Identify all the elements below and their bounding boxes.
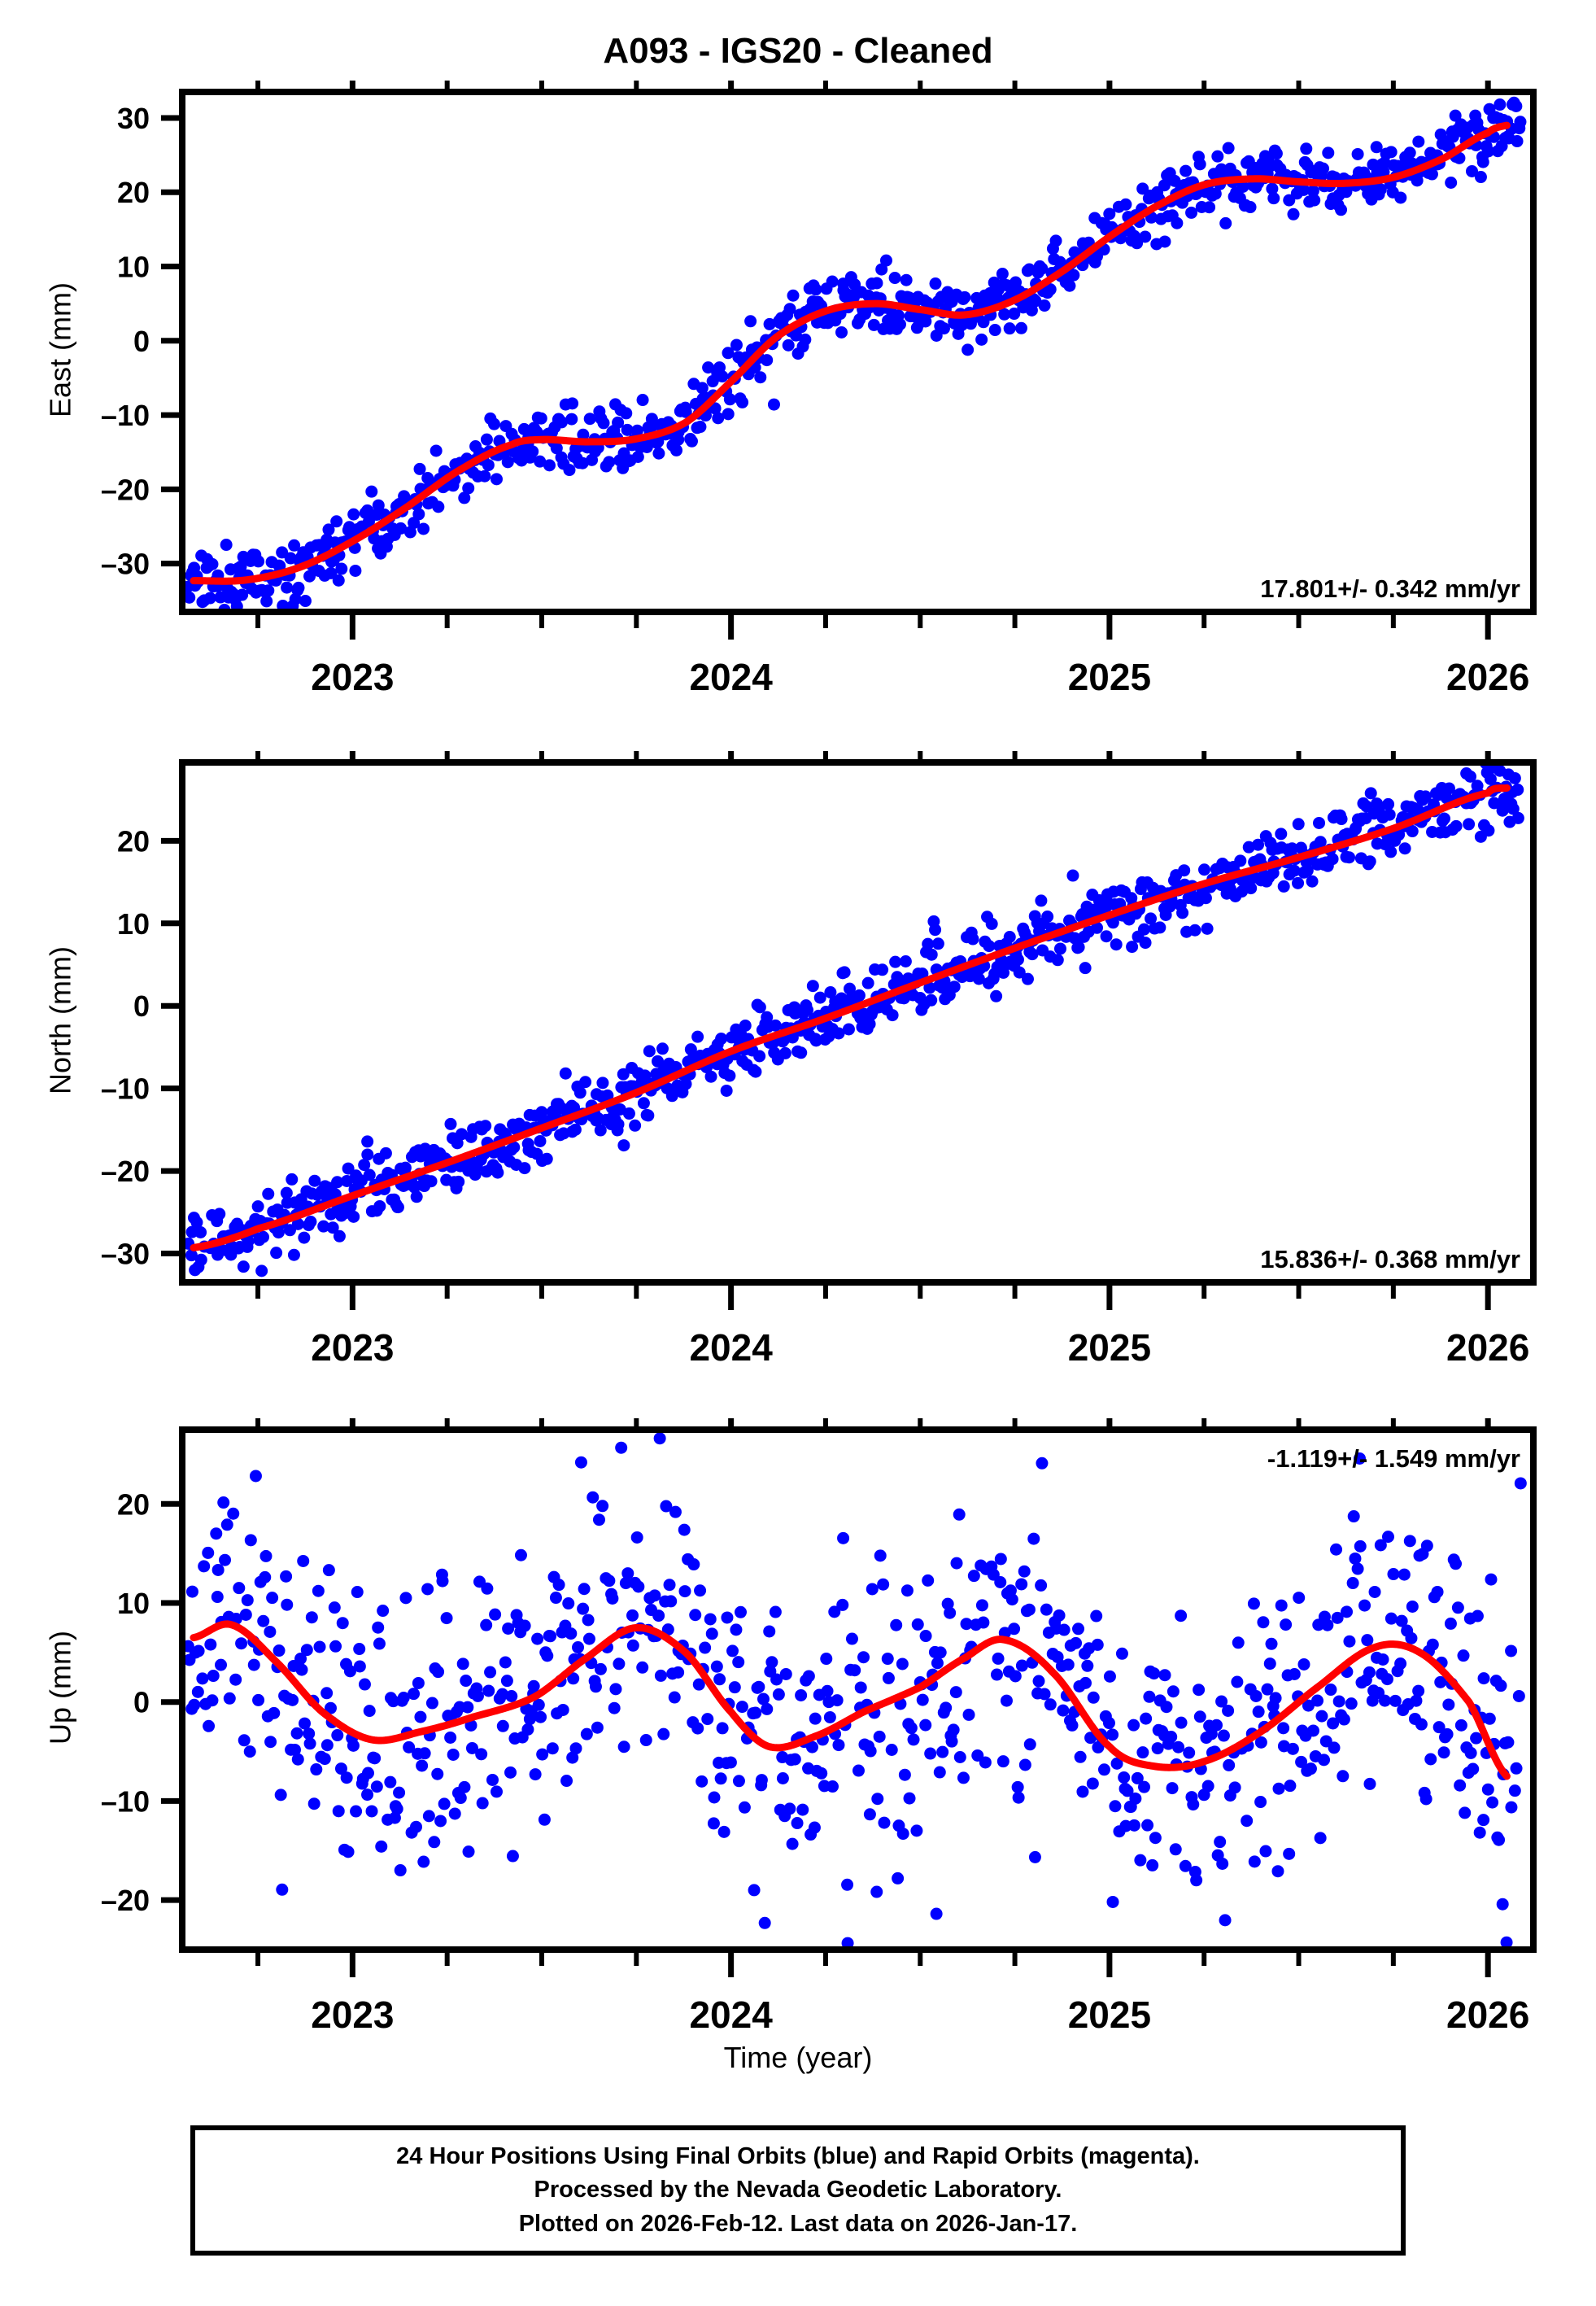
- plot-frame-north: [179, 759, 1537, 1286]
- x-tick-label: 2024: [689, 656, 773, 698]
- model-line-up: [190, 1620, 1511, 1780]
- y-tick-label: –10: [101, 399, 150, 432]
- plot-panel-north: 20 10 0 –10 –20 –30 2023 2024 2025 2026 15.836+/- …: [60, 751, 1582, 1380]
- model-line-east: [190, 121, 1511, 585]
- x-tick-label: 2026: [1446, 656, 1529, 698]
- y-tick-label: –10: [101, 1784, 150, 1818]
- x-axis-ticks-north: [255, 751, 1491, 1310]
- footer-caption-box: 24 Hour Positions Using Final Orbits (bl…: [190, 2125, 1406, 2256]
- y-tick-label: 0: [133, 989, 150, 1023]
- y-axis-label-east: East (mm): [43, 282, 76, 417]
- scatter-points-north: [182, 762, 1524, 1277]
- footer-line-3: Plotted on 2026-Feb-12. Last data on 202…: [518, 2210, 1078, 2237]
- x-tick-label: 2026: [1446, 1994, 1529, 2036]
- chart-svg-up: 20 10 0 –10 –20 2023 2024 2025 2026 -1.119+/- 1.5…: [101, 1418, 1537, 2036]
- y-tick-label: –20: [101, 473, 150, 506]
- chart-svg-north: 20 10 0 –10 –20 –30 2023 2024 2025 2026 15.836+/- …: [101, 751, 1537, 1369]
- x-tick-label: 2024: [689, 1326, 773, 1369]
- y-tick-label: –30: [101, 1238, 150, 1271]
- x-tick-label: 2025: [1068, 656, 1151, 698]
- x-tick-labels-north: 2023 2024 2025 2026: [311, 1326, 1529, 1369]
- x-axis-label: Time (year): [723, 2041, 873, 2074]
- y-tick-label: 10: [117, 251, 150, 284]
- x-tick-label: 2023: [311, 1994, 394, 2036]
- y-tick-label: 0: [133, 1686, 150, 1719]
- plot-panel-east: 30 20 10 0 –10 –20 –30 2023 2024 2025 2026 17.801+/…: [60, 81, 1582, 710]
- x-tick-labels-up: 2023 2024 2025 2026: [311, 1994, 1529, 2036]
- x-tick-label: 2025: [1068, 1326, 1151, 1369]
- footer-line-1: 24 Hour Positions Using Final Orbits (bl…: [396, 2143, 1200, 2170]
- y-tick-label: 20: [117, 176, 150, 209]
- plot-frame-east: [179, 89, 1537, 615]
- y-tick-label: –20: [101, 1884, 150, 1917]
- y-tick-label: 20: [117, 1487, 150, 1521]
- footer-line-2: Processed by the Nevada Geodetic Laborat…: [534, 2177, 1062, 2203]
- rate-annotation-east: 17.801+/- 0.342 mm/yr: [1260, 574, 1520, 603]
- x-tick-label: 2025: [1068, 1994, 1151, 2036]
- x-tick-label: 2023: [311, 656, 394, 698]
- scatter-points-east: [182, 96, 1527, 612]
- y-axis-ticks-north: 20 10 0 –10 –20 –30: [101, 824, 182, 1271]
- y-tick-label: 10: [117, 1587, 150, 1620]
- rate-annotation-north: 15.836+/- 0.368 mm/yr: [1260, 1245, 1520, 1273]
- page-title: A093 - IGS20 - Cleaned: [603, 31, 993, 71]
- y-tick-label: 20: [117, 824, 150, 858]
- plot-frame-up: [179, 1426, 1537, 1953]
- y-tick-label: 0: [133, 325, 150, 358]
- x-axis-ticks-east: [255, 81, 1491, 640]
- y-tick-label: 10: [117, 907, 150, 941]
- y-axis-ticks-up: 20 10 0 –10 –20: [101, 1487, 182, 1917]
- y-tick-label: 30: [117, 102, 150, 135]
- x-axis-ticks-up: [255, 1418, 1491, 1977]
- rate-annotation-up: -1.119+/- 1.549 mm/yr: [1267, 1444, 1520, 1473]
- y-axis-label-up: Up (mm): [43, 1630, 76, 1745]
- y-tick-label: –20: [101, 1155, 150, 1188]
- y-tick-label: –30: [101, 548, 150, 581]
- x-tick-label: 2023: [311, 1326, 394, 1369]
- chart-svg-east: 30 20 10 0 –10 –20 –30 2023 2024 2025 2026 17.801+/…: [101, 81, 1537, 698]
- y-axis-ticks-east: 30 20 10 0 –10 –20 –30: [101, 102, 182, 581]
- model-line-north: [190, 784, 1511, 1251]
- y-tick-label: –10: [101, 1072, 150, 1106]
- x-tick-label: 2024: [689, 1994, 773, 2036]
- x-tick-labels-east: 2023 2024 2025 2026: [311, 656, 1529, 698]
- y-axis-label-north: North (mm): [43, 946, 76, 1094]
- plot-panel-up: 20 10 0 –10 –20 2023 2024 2025 2026 -1.119+/- 1.5…: [60, 1418, 1582, 2047]
- x-tick-label: 2026: [1446, 1326, 1529, 1369]
